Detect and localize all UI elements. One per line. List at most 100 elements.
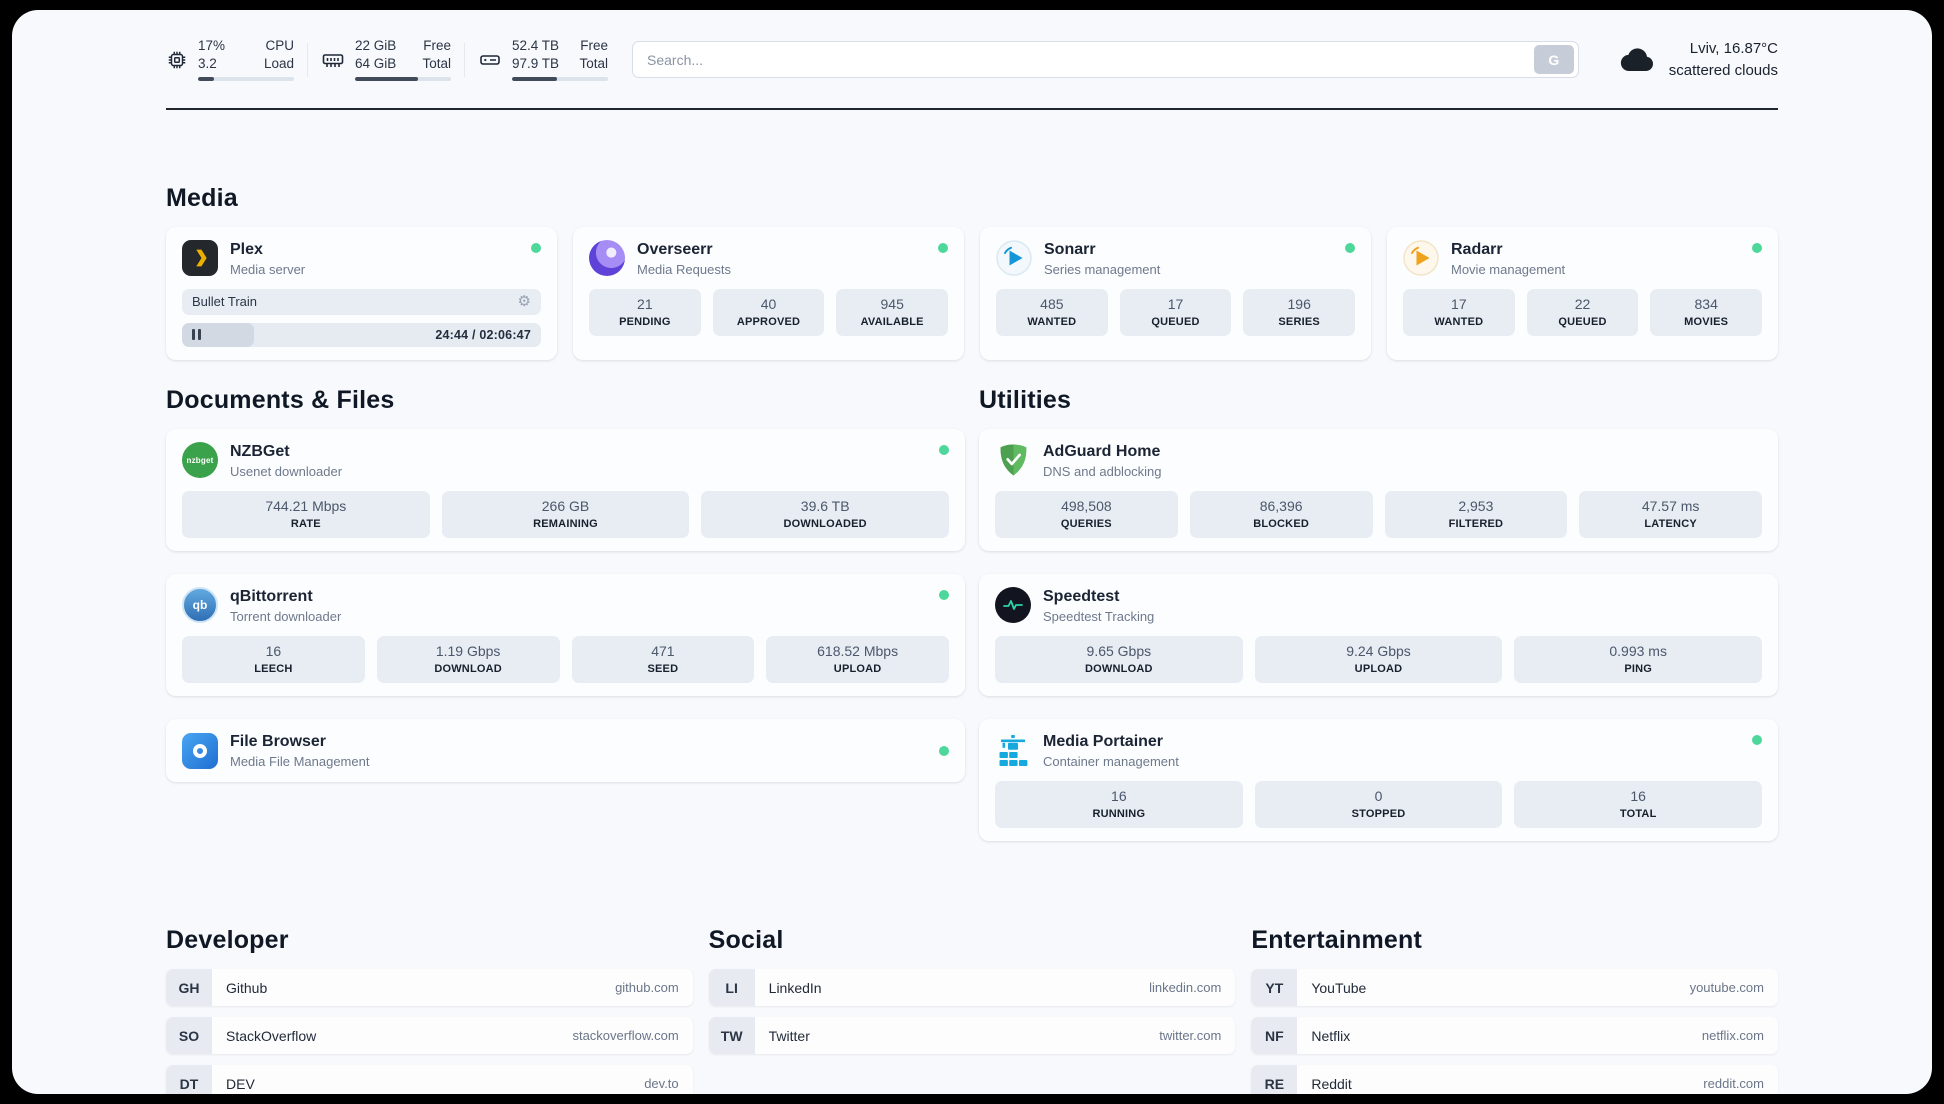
stat-tile: 498,508 QUERIES bbox=[995, 490, 1178, 538]
portainer-icon bbox=[995, 733, 1031, 769]
sonarr-card[interactable]: Sonarr Series management 485 WANTED 17 QUEU… bbox=[980, 226, 1371, 360]
stat-value: 618.52 Mbps bbox=[817, 643, 899, 660]
app-name: NZBGet bbox=[230, 442, 290, 460]
bookmark-url: twitter.com bbox=[1159, 1028, 1222, 1044]
playback-progress-bar[interactable]: 24:44 / 02:06:47 bbox=[182, 322, 541, 347]
stat-label: RUNNING bbox=[1092, 808, 1146, 821]
stat-tile: 834 MOVIES bbox=[1650, 288, 1763, 336]
stat-label: FILTERED bbox=[1448, 517, 1504, 530]
stat-value: 498,508 bbox=[1061, 497, 1112, 514]
now-playing-bar: Bullet Train ⚙ bbox=[182, 288, 541, 315]
disk-label-1: Free bbox=[580, 38, 608, 54]
app-subtitle: Media File Management bbox=[230, 754, 370, 770]
app-name: qBittorrent bbox=[230, 587, 313, 605]
search-engine-button[interactable]: G bbox=[1533, 45, 1574, 75]
stat-tile: 485 WANTED bbox=[996, 288, 1108, 336]
disk-icon bbox=[478, 48, 502, 72]
stat-tile: 40 APPROVED bbox=[712, 288, 825, 336]
stat-value: 196 bbox=[1287, 295, 1311, 312]
nzbget-card[interactable]: nzbget NZBGet Usenet downloader 744.21 M… bbox=[166, 428, 965, 551]
radarr-card[interactable]: Radarr Movie management 17 WANTED 22 QUEUED… bbox=[1387, 226, 1778, 360]
status-dot bbox=[1752, 242, 1762, 253]
cloud-icon bbox=[1619, 46, 1657, 74]
social-bookmarks: LI LinkedIn linkedin.com TW Twitter twitter.c… bbox=[708, 969, 1236, 1055]
stat-tile: 9.24 Gbps UPLOAD bbox=[1254, 636, 1503, 684]
cpu-label-2: Load bbox=[263, 56, 294, 72]
stat-label: UPLOAD bbox=[1354, 663, 1403, 676]
bookmark-row[interactable]: GH Github github.com bbox=[166, 969, 693, 1007]
pause-icon[interactable] bbox=[192, 329, 201, 341]
overseerr-icon bbox=[589, 240, 625, 277]
bookmark-abbr: LI bbox=[708, 969, 755, 1007]
bookmark-abbr: RE bbox=[1251, 1065, 1298, 1094]
speedtest-card[interactable]: Speedtest Speedtest Tracking 9.65 Gbps DO… bbox=[979, 573, 1778, 697]
gear-icon[interactable]: ⚙ bbox=[517, 293, 531, 311]
stat-tile: 9.65 Gbps DOWNLOAD bbox=[995, 636, 1243, 684]
stat-tile: 17 WANTED bbox=[1403, 288, 1515, 336]
bookmark-row[interactable]: SO StackOverflow stackoverflow.com bbox=[166, 1017, 693, 1055]
bookmark-row[interactable]: RE Reddit reddit.com bbox=[1251, 1065, 1778, 1094]
bookmark-abbr: NF bbox=[1251, 1017, 1298, 1055]
weather-condition: scattered clouds bbox=[1668, 61, 1778, 79]
qbittorrent-icon-label: qb bbox=[192, 598, 208, 613]
ram-label-1: Free bbox=[423, 38, 451, 54]
stat-value: 1.19 Gbps bbox=[435, 643, 501, 660]
bookmark-row[interactable]: NF Netflix netflix.com bbox=[1251, 1017, 1778, 1055]
section-title-utilities: Utilities bbox=[979, 385, 1072, 414]
header-rule bbox=[166, 107, 1778, 110]
cpu-icon bbox=[166, 49, 188, 71]
bookmark-row[interactable]: YT YouTube youtube.com bbox=[1251, 969, 1778, 1007]
status-dot bbox=[939, 444, 949, 455]
weather-widget[interactable]: Lviv, 16.87°C scattered clouds bbox=[1619, 38, 1778, 82]
now-playing-title: Bullet Train bbox=[192, 294, 258, 310]
app-subtitle: Media server bbox=[230, 261, 306, 277]
bookmark-row[interactable]: DT DEV dev.to bbox=[166, 1065, 693, 1094]
stat-tile: 17 QUEUED bbox=[1119, 288, 1232, 336]
stat-value: 39.6 TB bbox=[800, 497, 850, 514]
stat-tile: 471 SEED bbox=[571, 636, 755, 684]
overseerr-card[interactable]: Overseerr Media Requests 21 PENDING 40 APPR… bbox=[573, 226, 964, 360]
stat-value: 471 bbox=[651, 643, 675, 660]
stat-label: BLOCKED bbox=[1253, 517, 1310, 530]
stat-tile: 266 GB REMAINING bbox=[441, 490, 690, 538]
search-bar: G bbox=[632, 41, 1579, 79]
stat-label: DOWNLOAD bbox=[434, 663, 502, 676]
stat-value: 47.57 ms bbox=[1641, 497, 1700, 514]
stat-tile: 618.52 Mbps UPLOAD bbox=[766, 636, 949, 684]
search-input[interactable] bbox=[647, 51, 1534, 68]
app-subtitle: Speedtest Tracking bbox=[1043, 609, 1155, 625]
stat-tile: 16 TOTAL bbox=[1514, 781, 1763, 829]
stat-tile: 945 AVAILABLE bbox=[836, 288, 949, 336]
stat-value: 2,953 bbox=[1458, 497, 1494, 514]
bookmark-row[interactable]: LI LinkedIn linkedin.com bbox=[708, 969, 1236, 1007]
filebrowser-card[interactable]: File Browser Media File Management bbox=[166, 719, 965, 783]
stat-label: SEED bbox=[647, 663, 679, 676]
stat-tile: 1.19 Gbps DOWNLOAD bbox=[376, 636, 560, 684]
stat-label: LEECH bbox=[254, 663, 293, 676]
media-section: Media Plex Media server Bullet Train ⚙ bbox=[166, 184, 1778, 360]
section-title-media: Media bbox=[166, 183, 238, 212]
radarr-icon bbox=[1403, 240, 1439, 276]
stat-tile: 0 STOPPED bbox=[1254, 781, 1503, 829]
bookmark-url: reddit.com bbox=[1703, 1076, 1764, 1092]
plex-icon bbox=[182, 240, 218, 277]
stat-tile: 39.6 TB DOWNLOADED bbox=[701, 490, 950, 538]
bookmark-url: linkedin.com bbox=[1149, 980, 1222, 996]
stat-value: 945 bbox=[880, 295, 904, 312]
portainer-card[interactable]: Media Portainer Container management 16 R… bbox=[979, 719, 1778, 842]
ram-label-2: Total bbox=[422, 56, 451, 72]
adguard-card[interactable]: AdGuard Home DNS and adblocking 498,508 Q… bbox=[979, 428, 1778, 551]
plex-card[interactable]: Plex Media server Bullet Train ⚙ 24:44 /… bbox=[166, 226, 557, 360]
stat-label: QUEUED bbox=[1558, 315, 1607, 328]
disk-free-value: 52.4 TB bbox=[512, 38, 560, 54]
dashboard-page: 17% 3.2 CPU Load bbox=[12, 10, 1932, 1094]
bookmark-url: github.com bbox=[615, 980, 679, 996]
bookmark-abbr: SO bbox=[166, 1017, 212, 1055]
entertainment-bookmarks: YT YouTube youtube.com NF Netflix netflix.com… bbox=[1251, 969, 1778, 1094]
stat-value: 16 bbox=[265, 643, 282, 660]
playback-time: 24:44 / 02:06:47 bbox=[435, 327, 531, 342]
bookmark-row[interactable]: TW Twitter twitter.com bbox=[708, 1017, 1236, 1055]
stat-label: TOTAL bbox=[1619, 808, 1657, 821]
developer-column: Developer GH Github github.com SO StackOverf… bbox=[166, 926, 693, 1094]
qbittorrent-card[interactable]: qb qBittorrent Torrent downloader 16 LEEC… bbox=[166, 573, 965, 697]
